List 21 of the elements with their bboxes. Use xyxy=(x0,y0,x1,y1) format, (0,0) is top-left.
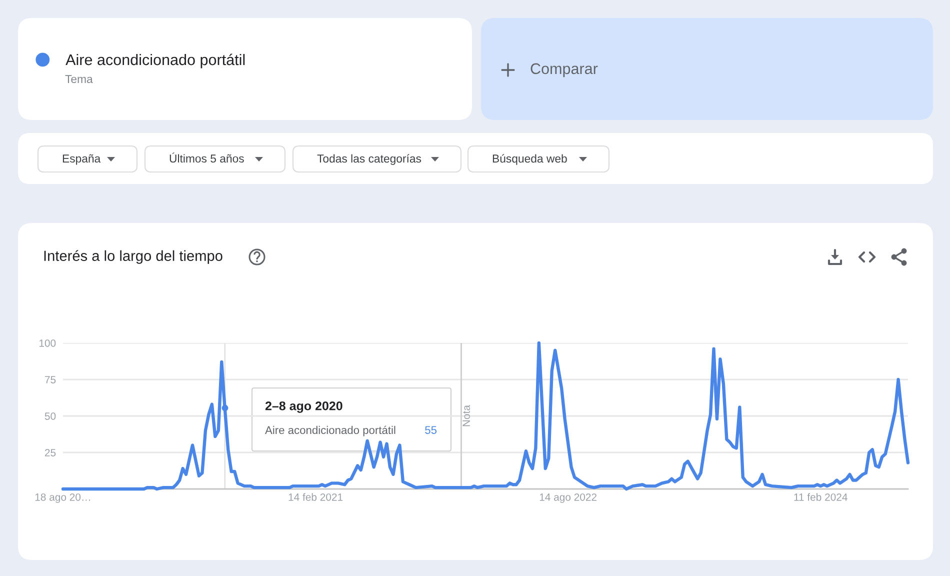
text: Todas las categorías xyxy=(317,154,422,165)
ref-line-label: Nota xyxy=(462,405,470,426)
text: Tema xyxy=(65,75,93,84)
annotation: Aire acondicionado portátil xyxy=(265,426,396,436)
y-tick-label: 50 xyxy=(44,412,56,420)
y-tick-label: 25 xyxy=(44,449,56,456)
x-tick-label: 14 feb 2021 xyxy=(288,493,343,501)
text: España xyxy=(62,154,101,165)
text: Últimos 5 años xyxy=(170,152,244,163)
chart-title: Interés a lo largo del tiempo xyxy=(44,250,222,264)
x-tick-label: 18 ago 20… xyxy=(35,493,90,503)
text: Comparar xyxy=(530,63,598,78)
x-tick-label: 11 feb 2024 xyxy=(794,493,848,501)
x-tick-label: 14 ago 2022 xyxy=(540,493,596,503)
line-series xyxy=(61,341,910,491)
annotation: 55 xyxy=(425,426,437,434)
legend-label: Aire acondicionado portátil xyxy=(66,54,245,68)
y-tick-label: 100 xyxy=(39,340,56,347)
text: Búsqueda web xyxy=(492,154,567,165)
annotation: 2–8 ago 2020 xyxy=(265,401,342,413)
y-tick-label: 75 xyxy=(45,376,56,384)
